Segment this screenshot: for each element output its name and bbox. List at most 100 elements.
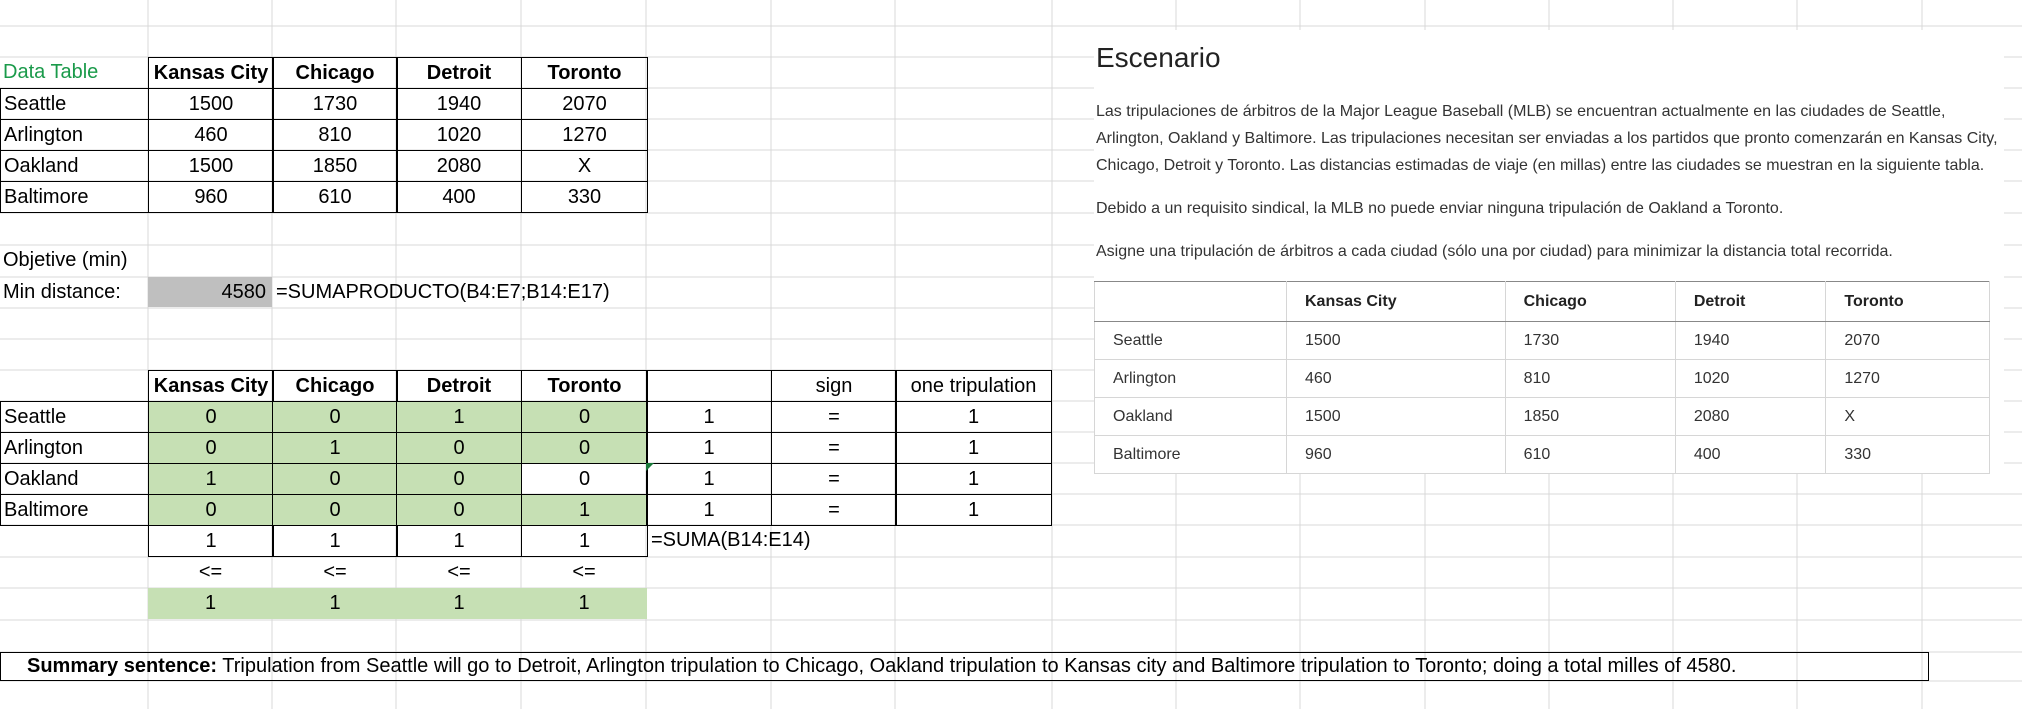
data-row-label-oakland[interactable]: Oakland [0,150,149,182]
data-cell[interactable]: 400 [396,181,522,213]
data-cell[interactable]: 460 [148,119,274,151]
data-row-label-arlington[interactable]: Arlington [0,119,149,151]
cell-indicator-icon [646,463,654,471]
table-row: Seattle 1500 1730 1940 2070 [1094,321,1990,360]
col-sum-cell[interactable]: 1 [521,525,648,557]
decision-cell[interactable]: 0 [148,432,274,464]
table-row: Oakland 1500 1850 2080 X [1094,397,1990,436]
row-rhs-cell[interactable]: 1 [895,401,1052,433]
decision-cell[interactable]: 1 [396,401,522,433]
decision-cell[interactable]: 0 [521,463,648,495]
summary-label: Summary sentence: [27,655,218,677]
data-cell[interactable]: 1940 [396,88,522,120]
col-sum-cell[interactable]: 1 [272,525,398,557]
data-cell[interactable]: 1020 [396,119,522,151]
decision-cell[interactable]: 0 [521,401,648,433]
scenario-header-cell [1094,281,1287,322]
scenario-header-cell: Kansas City [1286,281,1506,322]
col-sign-cell[interactable]: <= [323,561,347,583]
decision-header-toronto[interactable]: Toronto [521,370,648,402]
data-cell[interactable]: 2080 [396,150,522,182]
col-rhs-cell[interactable]: 1 [521,588,647,619]
scenario-cell: 1020 [1674,359,1827,398]
data-table-header-kansas-city[interactable]: Kansas City [148,57,274,89]
col-sum-formula[interactable]: =SUMA(B14:E14) [651,529,811,551]
data-table-header-detroit[interactable]: Detroit [396,57,522,89]
objective-label[interactable]: Objetive (min) [3,249,128,271]
min-distance-label[interactable]: Min distance: [3,281,121,303]
row-sign-cell[interactable]: = [771,401,897,433]
scenario-cell: Oakland [1094,397,1287,436]
decision-header-empty[interactable] [646,370,772,402]
scenario-paragraph: Asigne una tripulación de árbitros a cad… [1096,243,1893,260]
min-distance-value[interactable]: 4580 [148,277,272,307]
data-row-label-baltimore[interactable]: Baltimore [0,181,149,213]
decision-row-label-seattle[interactable]: Seattle [0,401,149,433]
data-cell[interactable]: 1850 [272,150,398,182]
decision-cell[interactable]: 0 [148,401,274,433]
scenario-cell: 330 [1825,435,1990,474]
data-row-label-seattle[interactable]: Seattle [0,88,149,120]
col-rhs-cell[interactable]: 1 [397,588,521,619]
scenario-cell: Baltimore [1094,435,1287,474]
decision-cell[interactable]: 1 [521,494,648,526]
col-sign-cell[interactable]: <= [447,561,471,583]
col-sign-cell[interactable]: <= [572,561,596,583]
data-cell[interactable]: 610 [272,181,398,213]
data-table-header-toronto[interactable]: Toronto [521,57,648,89]
row-sum-cell[interactable]: 1 [646,494,772,526]
col-sum-cell[interactable]: 1 [396,525,522,557]
decision-cell[interactable]: 0 [272,401,398,433]
data-cell[interactable]: 1270 [521,119,648,151]
decision-header-sign[interactable]: sign [771,370,897,402]
row-sum-cell[interactable]: 1 [646,463,772,495]
data-cell[interactable]: 810 [272,119,398,151]
row-sign-cell[interactable]: = [771,432,897,464]
decision-row-label-oakland[interactable]: Oakland [0,463,149,495]
decision-cell[interactable]: 0 [272,494,398,526]
row-sign-cell[interactable]: = [771,463,897,495]
decision-cell[interactable]: 0 [396,463,522,495]
decision-row-label-arlington[interactable]: Arlington [0,432,149,464]
decision-header-detroit[interactable]: Detroit [396,370,522,402]
col-sum-cell[interactable]: 1 [148,525,274,557]
scenario-header-cell: Toronto [1825,281,1990,322]
data-cell[interactable]: 330 [521,181,648,213]
col-rhs-cell[interactable]: 1 [148,588,273,619]
decision-cell[interactable]: 1 [272,432,398,464]
data-table-title[interactable]: Data Table [3,61,99,83]
scenario-panel[interactable]: Escenario Las tripulaciones de árbitros … [1094,30,2004,474]
scenario-cell: 1850 [1504,397,1676,436]
row-sum-cell[interactable]: 1 [646,432,772,464]
row-sum-cell[interactable]: 1 [646,401,772,433]
decision-cell[interactable]: 0 [396,432,522,464]
decision-cell[interactable]: 0 [148,494,274,526]
decision-cell[interactable]: 0 [272,463,398,495]
scenario-paragraph: Debido a un requisito sindical, la MLB n… [1096,200,1784,217]
data-cell[interactable]: 1730 [272,88,398,120]
row-sign-cell[interactable]: = [771,494,897,526]
data-cell[interactable]: 1500 [148,88,274,120]
summary-sentence[interactable]: Summary sentence: Tripulation from Seatt… [0,652,1929,681]
scenario-cell: 1500 [1286,397,1506,436]
scenario-cell: 1270 [1825,359,1990,398]
data-table-header-chicago[interactable]: Chicago [272,57,398,89]
col-rhs-cell[interactable]: 1 [273,588,397,619]
min-distance-formula[interactable]: =SUMAPRODUCTO(B4:E7;B14:E17) [276,281,610,303]
data-cell[interactable]: 2070 [521,88,648,120]
col-sign-cell[interactable]: <= [198,561,223,583]
decision-header-one-tripulation[interactable]: one tripulation [895,370,1052,402]
data-cell[interactable]: 960 [148,181,274,213]
decision-cell[interactable]: 0 [521,432,648,464]
row-rhs-cell[interactable]: 1 [895,463,1052,495]
row-rhs-cell[interactable]: 1 [895,494,1052,526]
row-rhs-cell[interactable]: 1 [895,432,1052,464]
decision-header-kansas-city[interactable]: Kansas City [148,370,274,402]
decision-cell[interactable]: 0 [396,494,522,526]
decision-row-label-baltimore[interactable]: Baltimore [0,494,149,526]
decision-cell[interactable]: 1 [148,463,274,495]
data-cell[interactable]: 1500 [148,150,274,182]
scenario-cell: 2080 [1674,397,1827,436]
data-cell[interactable]: X [521,150,648,182]
decision-header-chicago[interactable]: Chicago [272,370,398,402]
